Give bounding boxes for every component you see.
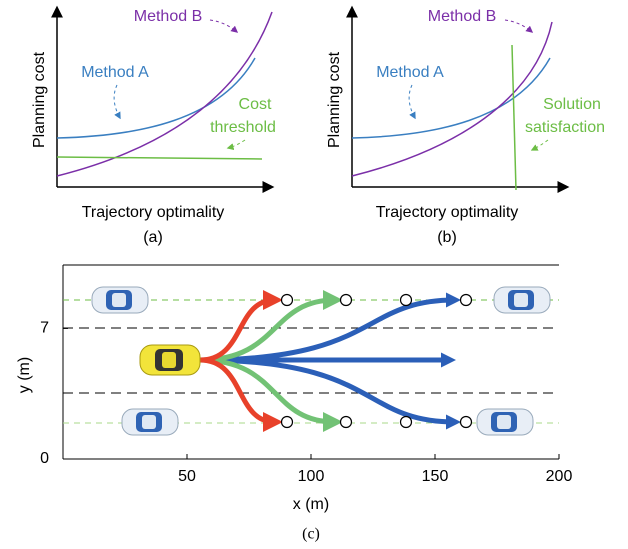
- curve-b: [352, 22, 552, 176]
- panel-c: y (m) x (m) (c) 50 100 150 200 0 7: [16, 265, 572, 543]
- arrow: [228, 140, 245, 148]
- label: threshold: [210, 119, 276, 136]
- trajectories: [200, 300, 455, 422]
- arrow: [532, 140, 548, 150]
- x-tick-label: 200: [546, 468, 573, 485]
- trajectory: [200, 360, 275, 422]
- caption: (c): [302, 526, 320, 543]
- trajectory: [200, 360, 335, 422]
- label: Solution: [543, 96, 601, 113]
- car: [494, 287, 550, 313]
- car: [122, 409, 178, 435]
- label: Cost: [239, 96, 272, 113]
- curve-b: [57, 12, 272, 176]
- y-label: Planning cost: [31, 51, 48, 148]
- panel-b: Method B Method A Solution satisfaction …: [326, 8, 605, 246]
- caption: (a): [143, 229, 163, 246]
- caption: (b): [437, 229, 457, 246]
- y-label: Planning cost: [326, 51, 343, 148]
- ego-car: [140, 345, 200, 375]
- x-tick-label: 100: [298, 468, 325, 485]
- arrow: [505, 20, 532, 32]
- car: [477, 409, 533, 435]
- car: [92, 287, 148, 313]
- x-label: Trajectory optimality: [82, 204, 225, 221]
- label: satisfaction: [525, 119, 605, 136]
- threshold-line: [57, 157, 262, 159]
- y-tick-label: 7: [40, 320, 49, 337]
- x-label: Trajectory optimality: [376, 204, 519, 221]
- x-tick-label: 150: [422, 468, 449, 485]
- figure: Method B Method A Cost threshold Plannin…: [0, 0, 628, 549]
- y-label: y (m): [16, 357, 33, 393]
- x-label: x (m): [293, 496, 329, 513]
- y-tick-label: 0: [40, 450, 49, 467]
- label: Method B: [134, 8, 202, 25]
- label: Method A: [81, 64, 149, 81]
- trajectory: [200, 300, 275, 360]
- arrow: [210, 20, 237, 32]
- trajectory: [200, 300, 335, 360]
- satisfaction-line: [512, 45, 516, 190]
- label: Method A: [376, 64, 444, 81]
- x-tick-label: 50: [178, 468, 196, 485]
- arrow: [409, 85, 415, 118]
- label: Method B: [428, 8, 496, 25]
- panel-a: Method B Method A Cost threshold Plannin…: [31, 8, 276, 246]
- arrow: [114, 85, 120, 118]
